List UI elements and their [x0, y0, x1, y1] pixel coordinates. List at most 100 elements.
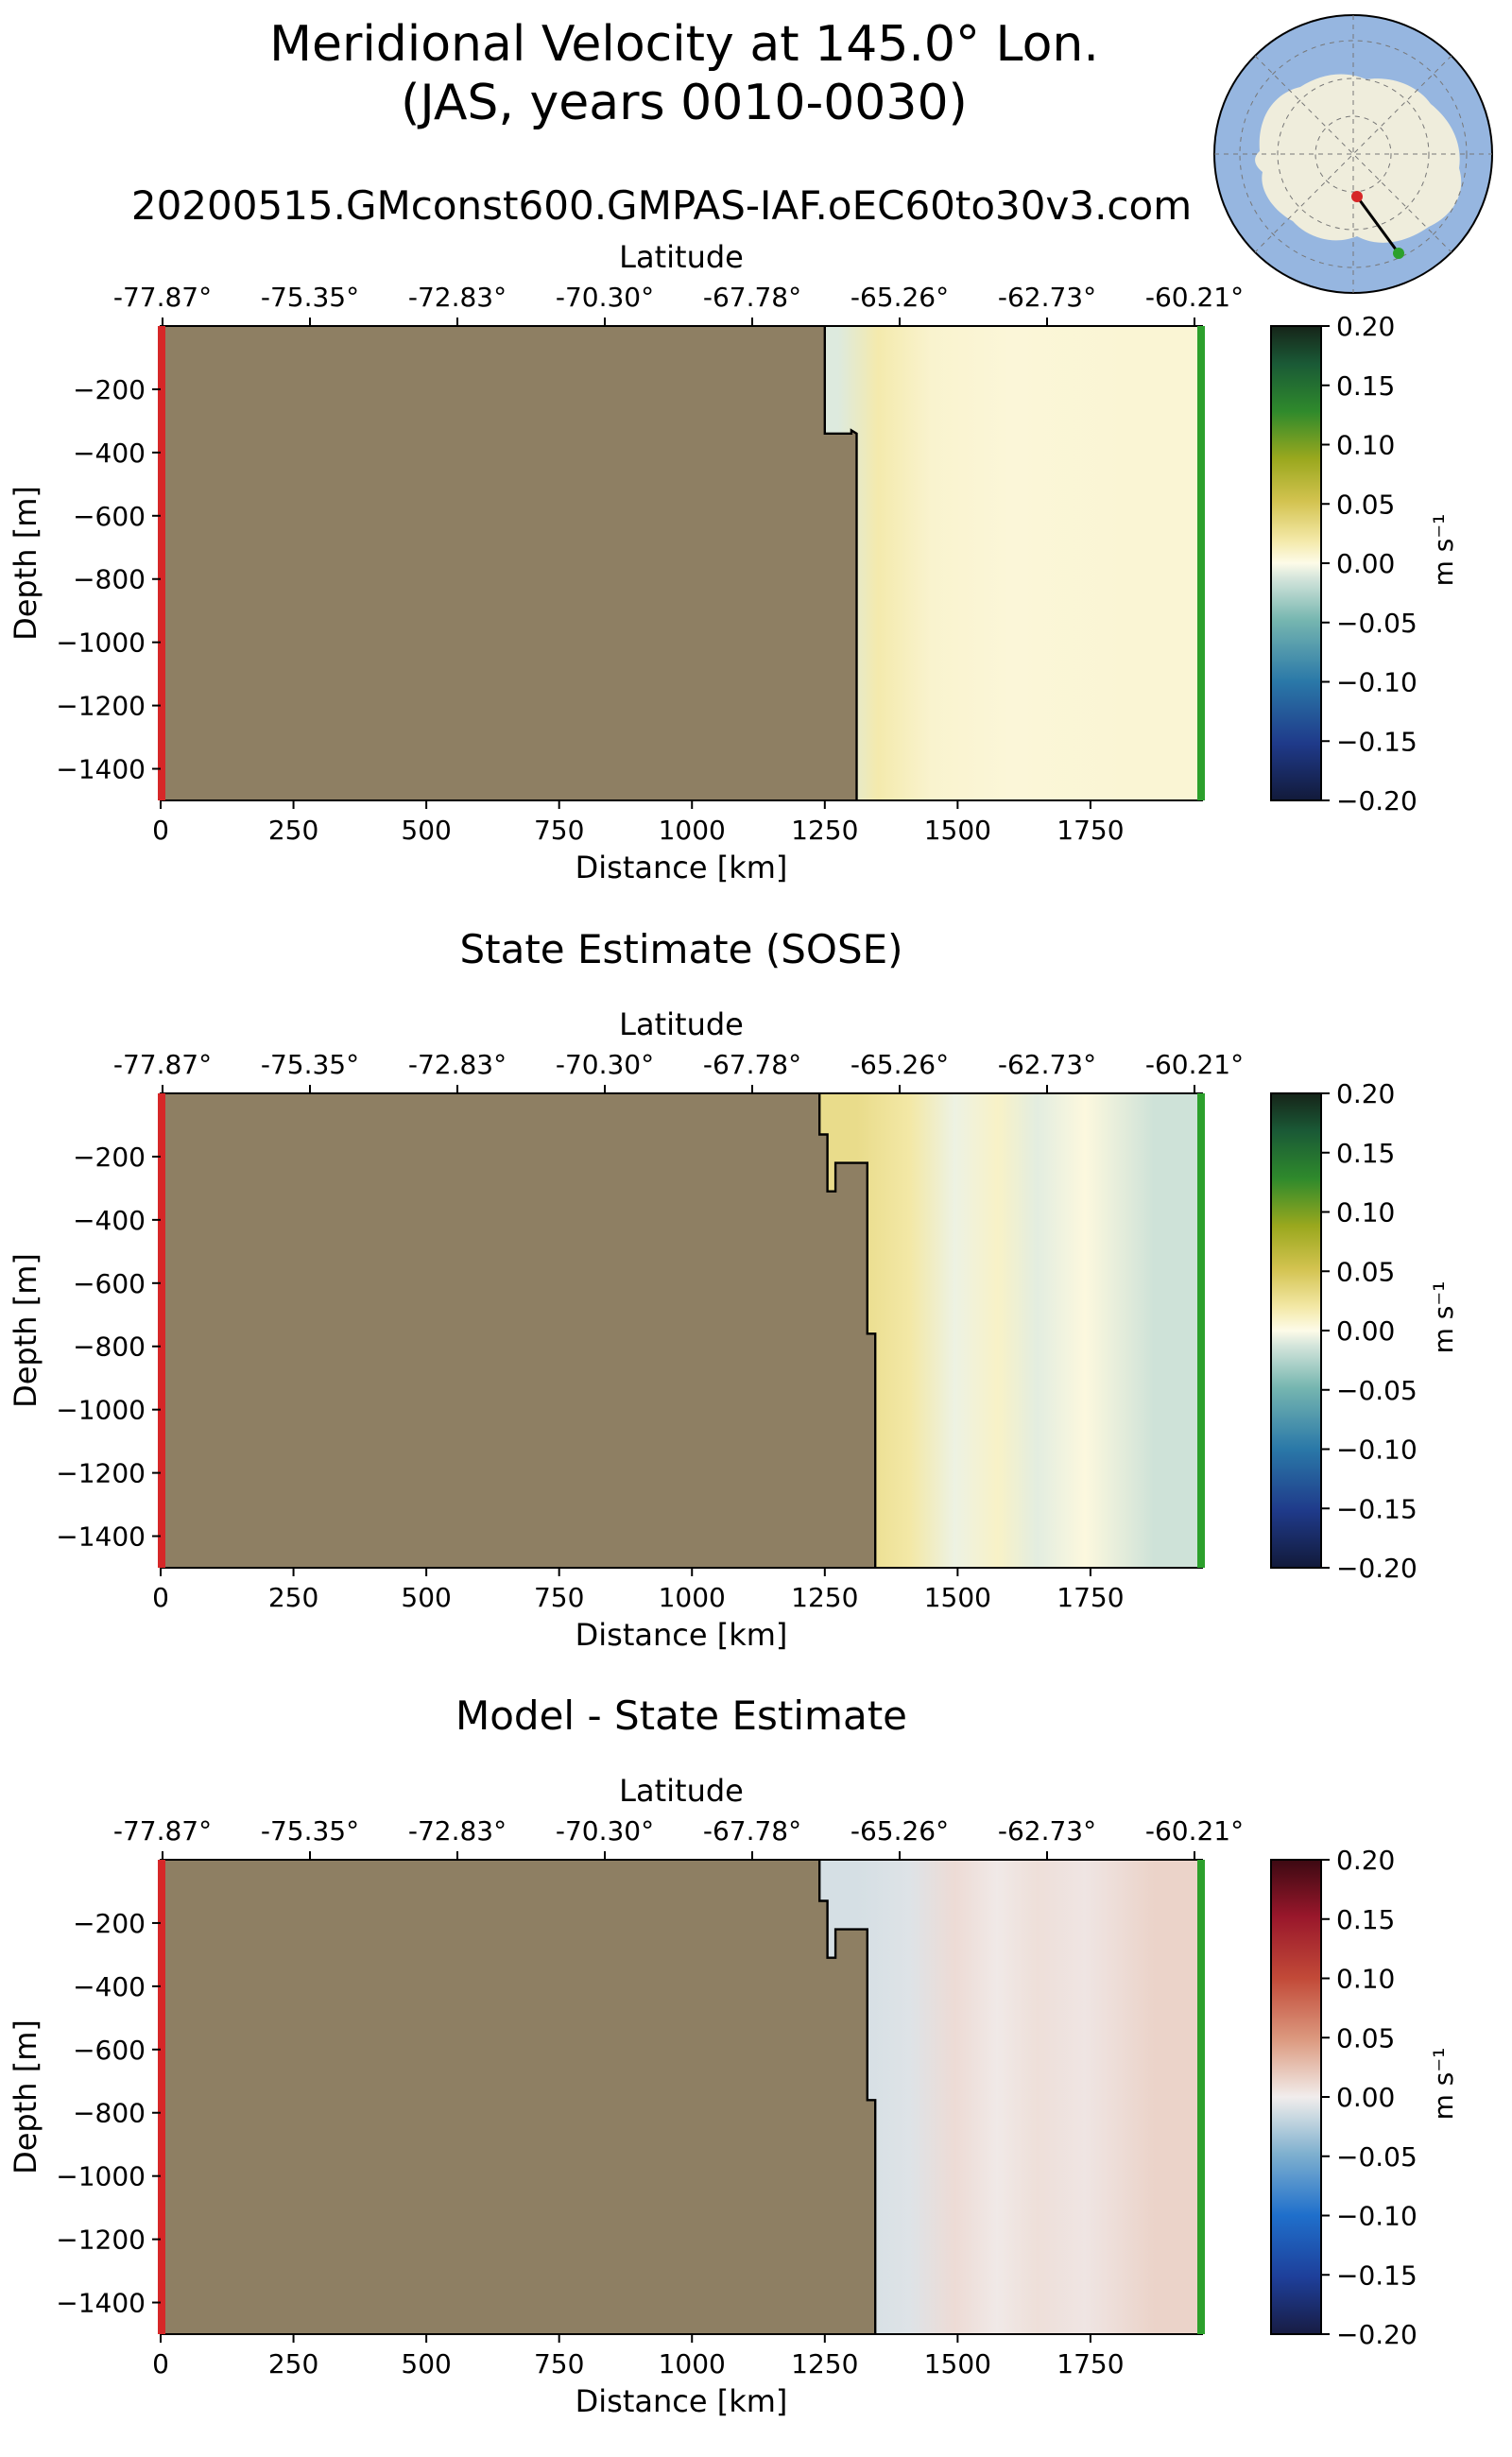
y-tick-label: −400 [73, 1971, 146, 2002]
land-mask [161, 1860, 876, 2334]
latitude-tick-label: -75.35° [261, 1815, 359, 1847]
latitude-tick-label: -67.78° [703, 282, 801, 313]
run-name: 20200515.GMconst600.GMPAS-IAF.oEC60to30v… [131, 182, 1192, 229]
colorbar-tick-label: −0.05 [1336, 2141, 1418, 2173]
colorbar-tick-label: 0.05 [1336, 2022, 1395, 2053]
colorbar-tick-label: 0.00 [1336, 1315, 1395, 1347]
y-tick-label: −1200 [56, 2225, 146, 2256]
panel-2: State Estimate (SOSE) 0 250 500 750 1000 1250 1… [8, 926, 1459, 1653]
latitude-tick-label: -62.73° [998, 1815, 1096, 1847]
x-tick-label: 1250 [791, 2348, 858, 2380]
y-tick-label: −1400 [56, 2288, 146, 2319]
y-tick-label: −400 [73, 1205, 146, 1236]
y-tick-label: −200 [73, 1908, 146, 1939]
top-axis-label: Latitude [619, 239, 744, 275]
y-tick-label: −600 [73, 1268, 146, 1299]
x-axis-label: Distance [km] [576, 1617, 788, 1653]
colorbar-tick-label: −0.10 [1336, 1435, 1418, 1466]
colorbar-tick-label: −0.10 [1336, 2201, 1418, 2232]
land-mask [161, 1093, 876, 1568]
latitude-tick-label: -72.83° [408, 1815, 507, 1847]
latitude-tick-label: -60.21° [1145, 1815, 1244, 1847]
colorbar-label: m s⁻¹ [1428, 2048, 1459, 2121]
panel-title: State Estimate (SOSE) [459, 926, 902, 972]
latitude-tick-label: -60.21° [1145, 282, 1244, 313]
x-tick-label: 0 [152, 2348, 169, 2380]
figure-title-line2: (JAS, years 0010-0030) [401, 75, 968, 131]
x-tick-label: 1250 [791, 1582, 858, 1613]
latitude-tick-label: -70.30° [556, 1049, 654, 1080]
colorbar-label: m s⁻¹ [1428, 1281, 1459, 1354]
seafloor-line [823, 326, 858, 800]
colorbar-label: m s⁻¹ [1428, 514, 1459, 587]
colorbar-tick-label: −0.20 [1336, 1553, 1418, 1584]
x-tick-label: 0 [152, 815, 169, 846]
colorbar-tick-label: −0.05 [1336, 1375, 1418, 1406]
x-tick-label: 250 [268, 1582, 318, 1613]
latitude-tick-label: -75.35° [261, 1049, 359, 1080]
inset-polar-map [1213, 14, 1493, 294]
colorbar [1270, 1092, 1322, 1569]
inset-transect-start [1351, 191, 1363, 202]
colorbar-tick-label: −0.05 [1336, 608, 1418, 639]
colorbar-tick-label: 0.20 [1336, 311, 1395, 342]
x-tick-label: 750 [534, 1582, 584, 1613]
colorbar-tick-label: 0.05 [1336, 1256, 1395, 1287]
y-tick-label: −600 [73, 501, 146, 532]
colorbar-tick-label: −0.10 [1336, 667, 1418, 698]
x-tick-label: 1000 [659, 2348, 726, 2380]
latitude-tick-label: -65.26° [850, 1815, 949, 1847]
inset-transect-line [1355, 196, 1400, 254]
latitude-tick-label: -72.83° [408, 1049, 507, 1080]
colorbar-tick-label: −0.15 [1336, 2259, 1418, 2291]
x-axis-label: Distance [km] [576, 850, 788, 885]
latitude-tick-label: -62.73° [998, 1049, 1096, 1080]
latitude-tick-label: -72.83° [408, 282, 507, 313]
x-tick-label: 500 [401, 1582, 451, 1613]
colorbar-tick-label: 0.15 [1336, 1138, 1395, 1169]
latitude-tick-label: -62.73° [998, 282, 1096, 313]
colorbar-tick-label: 0.15 [1336, 1904, 1395, 1935]
x-tick-label: 1000 [659, 1582, 726, 1613]
x-tick-label: 750 [534, 815, 584, 846]
y-tick-label: −800 [73, 2098, 146, 2129]
latitude-tick-label: -77.87° [113, 1815, 212, 1847]
latitude-tick-label: -77.87° [113, 1049, 212, 1080]
panel-3: Model - State Estimate 0 250 500 750 1000 1250… [8, 1692, 1459, 2419]
latitude-tick-label: -60.21° [1145, 1049, 1244, 1080]
y-tick-label: −1000 [56, 627, 146, 659]
y-axis-label: Depth [m] [8, 486, 43, 641]
seafloor-line [818, 1860, 877, 2334]
colorbar-tick-label: 0.10 [1336, 1964, 1395, 1995]
x-tick-label: 500 [401, 815, 451, 846]
latitude-tick-label: -65.26° [850, 282, 949, 313]
colorbar-tick-label: 0.10 [1336, 1197, 1395, 1228]
x-tick-label: 250 [268, 2348, 318, 2380]
y-tick-label: −1200 [56, 691, 146, 722]
x-axis-label: Distance [km] [576, 2383, 788, 2419]
colorbar-tick-label: −0.15 [1336, 1493, 1418, 1524]
y-tick-label: −200 [73, 374, 146, 405]
panel-title: Model - State Estimate [455, 1692, 907, 1739]
y-tick-label: −1000 [56, 2161, 146, 2192]
top-axis-label: Latitude [619, 1006, 744, 1042]
x-tick-label: 1500 [924, 2348, 991, 2380]
latitude-tick-label: -70.30° [556, 1815, 654, 1847]
colorbar-tick-label: 0.20 [1336, 1078, 1395, 1109]
y-tick-label: −600 [73, 2035, 146, 2066]
x-tick-label: 1750 [1057, 815, 1124, 846]
y-tick-label: −1400 [56, 1521, 146, 1553]
colorbar-tick-label: 0.20 [1336, 1845, 1395, 1876]
colorbar-tick-label: −0.15 [1336, 726, 1418, 757]
inset-graticule [1214, 15, 1492, 293]
latitude-tick-label: -65.26° [850, 1049, 949, 1080]
y-tick-label: −800 [73, 564, 146, 595]
y-axis-label: Depth [m] [8, 2019, 43, 2174]
x-tick-label: 1750 [1057, 1582, 1124, 1613]
x-tick-label: 1750 [1057, 2348, 1124, 2380]
colorbar [1270, 1859, 1322, 2335]
top-axis-label: Latitude [619, 1773, 744, 1809]
x-tick-label: 500 [401, 2348, 451, 2380]
y-tick-label: −1200 [56, 1458, 146, 1489]
